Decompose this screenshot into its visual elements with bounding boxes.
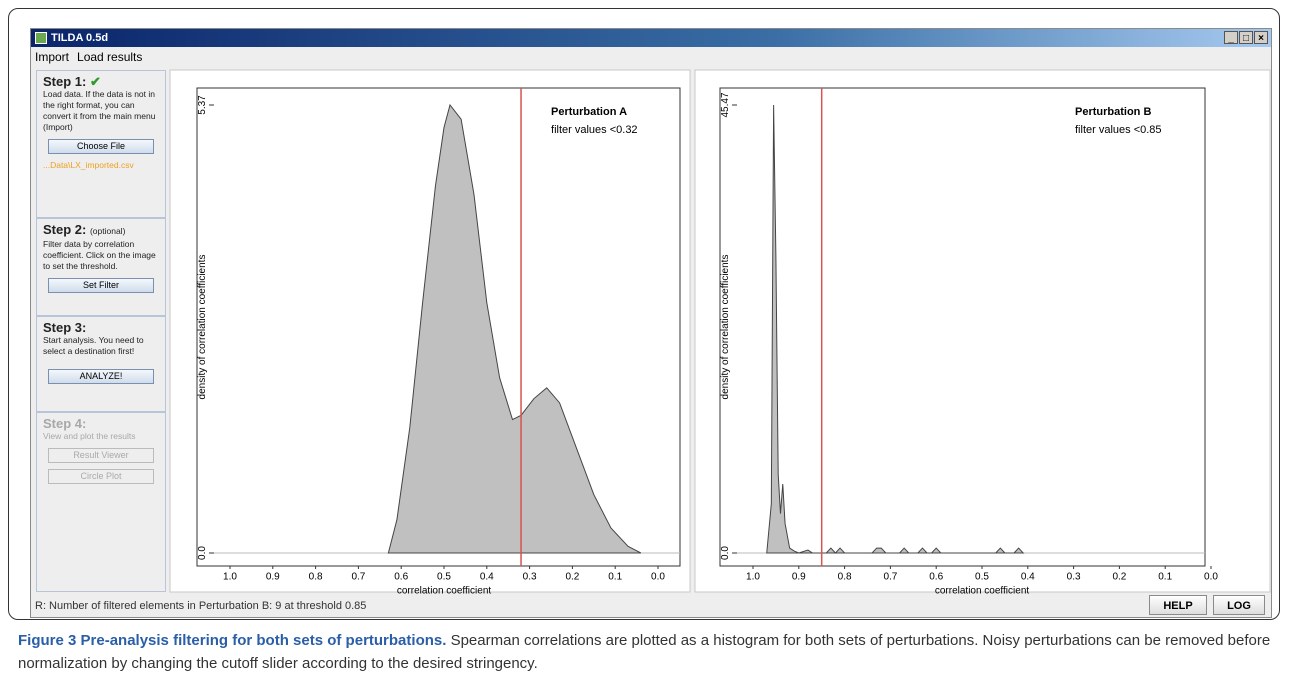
- menu-bar: Import Load results: [31, 47, 1271, 67]
- x-tick-label: 0.8: [838, 572, 852, 583]
- step-title: Step 2:: [43, 222, 87, 237]
- button[interactable]: Choose File: [48, 139, 154, 154]
- x-tick-label: 0.3: [523, 572, 537, 583]
- step-title: Step 1:: [43, 74, 87, 89]
- step-text: Filter data by correlation coefficient. …: [43, 239, 156, 271]
- caption-text: Spearman correlations are plotted as a h…: [18, 632, 1271, 672]
- check-mark: ✔: [89, 74, 101, 89]
- plot-frame: [196, 87, 681, 567]
- button[interactable]: ANALYZE!: [48, 369, 154, 384]
- x-tick-label: 0.1: [608, 572, 622, 583]
- menu-item[interactable]: Import: [35, 50, 70, 64]
- window-title: TILDA 0.5d: [51, 32, 109, 44]
- x-tick-label: 0.7: [351, 572, 365, 583]
- sidebar: Step 1: ✔ Load data. If the data is not …: [36, 70, 166, 592]
- x-axis-title: correlation coefficient: [935, 586, 1030, 597]
- window-controls: _ □ ×: [1224, 31, 1268, 44]
- x-tick-label: 0.9: [792, 572, 806, 583]
- step-panel: Step 2: (optional) Filter data by correl…: [37, 219, 165, 317]
- y-axis-title: density of correlation coefficients: [197, 255, 208, 400]
- status-bar: R: Number of filtered elements in Pertur…: [35, 600, 367, 612]
- chart-title: Perturbation B: [1075, 106, 1151, 118]
- x-tick-label: 1.0: [223, 572, 237, 583]
- chart-title: Perturbation A: [551, 106, 627, 118]
- y-axis-title: density of correlation coefficients: [720, 255, 731, 400]
- x-tick-label: 1.0: [746, 572, 760, 583]
- file-path: ...Data\LX_imported.csv: [43, 160, 134, 170]
- figure-frame: [8, 8, 1280, 620]
- y-tick-label: 0.0: [197, 546, 208, 560]
- x-tick-label: 0.4: [480, 572, 494, 583]
- step-text: View and plot the results: [43, 431, 136, 441]
- x-axis-title: correlation coefficient: [397, 586, 492, 597]
- log-button[interactable]: LOG: [1213, 595, 1265, 615]
- step-title: Step 3:: [43, 320, 87, 335]
- title-bar: TILDA 0.5d _ □ ×: [31, 29, 1271, 47]
- y-tick-label: 0.0: [720, 546, 731, 560]
- plot-frame: [719, 87, 1206, 567]
- y-tick-label: 5.37: [197, 95, 208, 115]
- step-title: Step 4:: [43, 416, 87, 431]
- figure-caption: Figure 3 Pre-analysis filtering for both…: [18, 629, 1276, 675]
- filter-annotation: filter values <0.85: [1075, 124, 1162, 136]
- density-area: [387, 103, 642, 554]
- step-text: Start analysis. You need to select a des…: [43, 335, 144, 356]
- density-area: [766, 104, 1025, 554]
- step-heading: Step 2: (optional): [43, 222, 159, 237]
- x-tick-label: 0.5: [437, 572, 451, 583]
- x-tick-label: 0.0: [651, 572, 665, 583]
- step-note: (optional): [89, 226, 126, 236]
- maximize-button[interactable]: □: [1239, 31, 1253, 44]
- minimize-button[interactable]: _: [1224, 31, 1238, 44]
- x-tick-label: 0.3: [1067, 572, 1081, 583]
- button[interactable]: Set Filter: [48, 278, 154, 293]
- button: Circle Plot: [48, 469, 154, 484]
- menu-item[interactable]: Load results: [77, 50, 143, 64]
- y-tick-label: 45.47: [720, 92, 731, 117]
- x-tick-label: 0.6: [394, 572, 408, 583]
- step-heading: Step 1: ✔: [43, 74, 159, 89]
- x-tick-label: 0.5: [975, 572, 989, 583]
- chart-panel: [694, 69, 1271, 593]
- caption-label: Figure 3 Pre-analysis filtering for both…: [18, 632, 447, 649]
- x-tick-label: 0.4: [1021, 572, 1035, 583]
- close-button[interactable]: ×: [1254, 31, 1268, 44]
- x-tick-label: 0.2: [1112, 572, 1126, 583]
- app-icon: [35, 32, 47, 44]
- filter-annotation: filter values <0.32: [551, 124, 638, 136]
- x-tick-label: 0.1: [1158, 572, 1172, 583]
- x-tick-label: 0.2: [565, 572, 579, 583]
- x-tick-label: 0.0: [1204, 572, 1218, 583]
- step-panel: Step 1: ✔ Load data. If the data is not …: [37, 71, 165, 219]
- x-tick-label: 0.8: [309, 572, 323, 583]
- help-button[interactable]: HELP: [1149, 595, 1207, 615]
- x-tick-label: 0.6: [929, 572, 943, 583]
- x-tick-label: 0.9: [266, 572, 280, 583]
- x-tick-label: 0.7: [883, 572, 897, 583]
- button: Result Viewer: [48, 448, 154, 463]
- step-panel: Step 4: View and plot the results Result…: [37, 413, 165, 491]
- step-text: Load data. If the data is not in the rig…: [43, 89, 156, 132]
- step-panel: Step 3: Start analysis. You need to sele…: [37, 317, 165, 413]
